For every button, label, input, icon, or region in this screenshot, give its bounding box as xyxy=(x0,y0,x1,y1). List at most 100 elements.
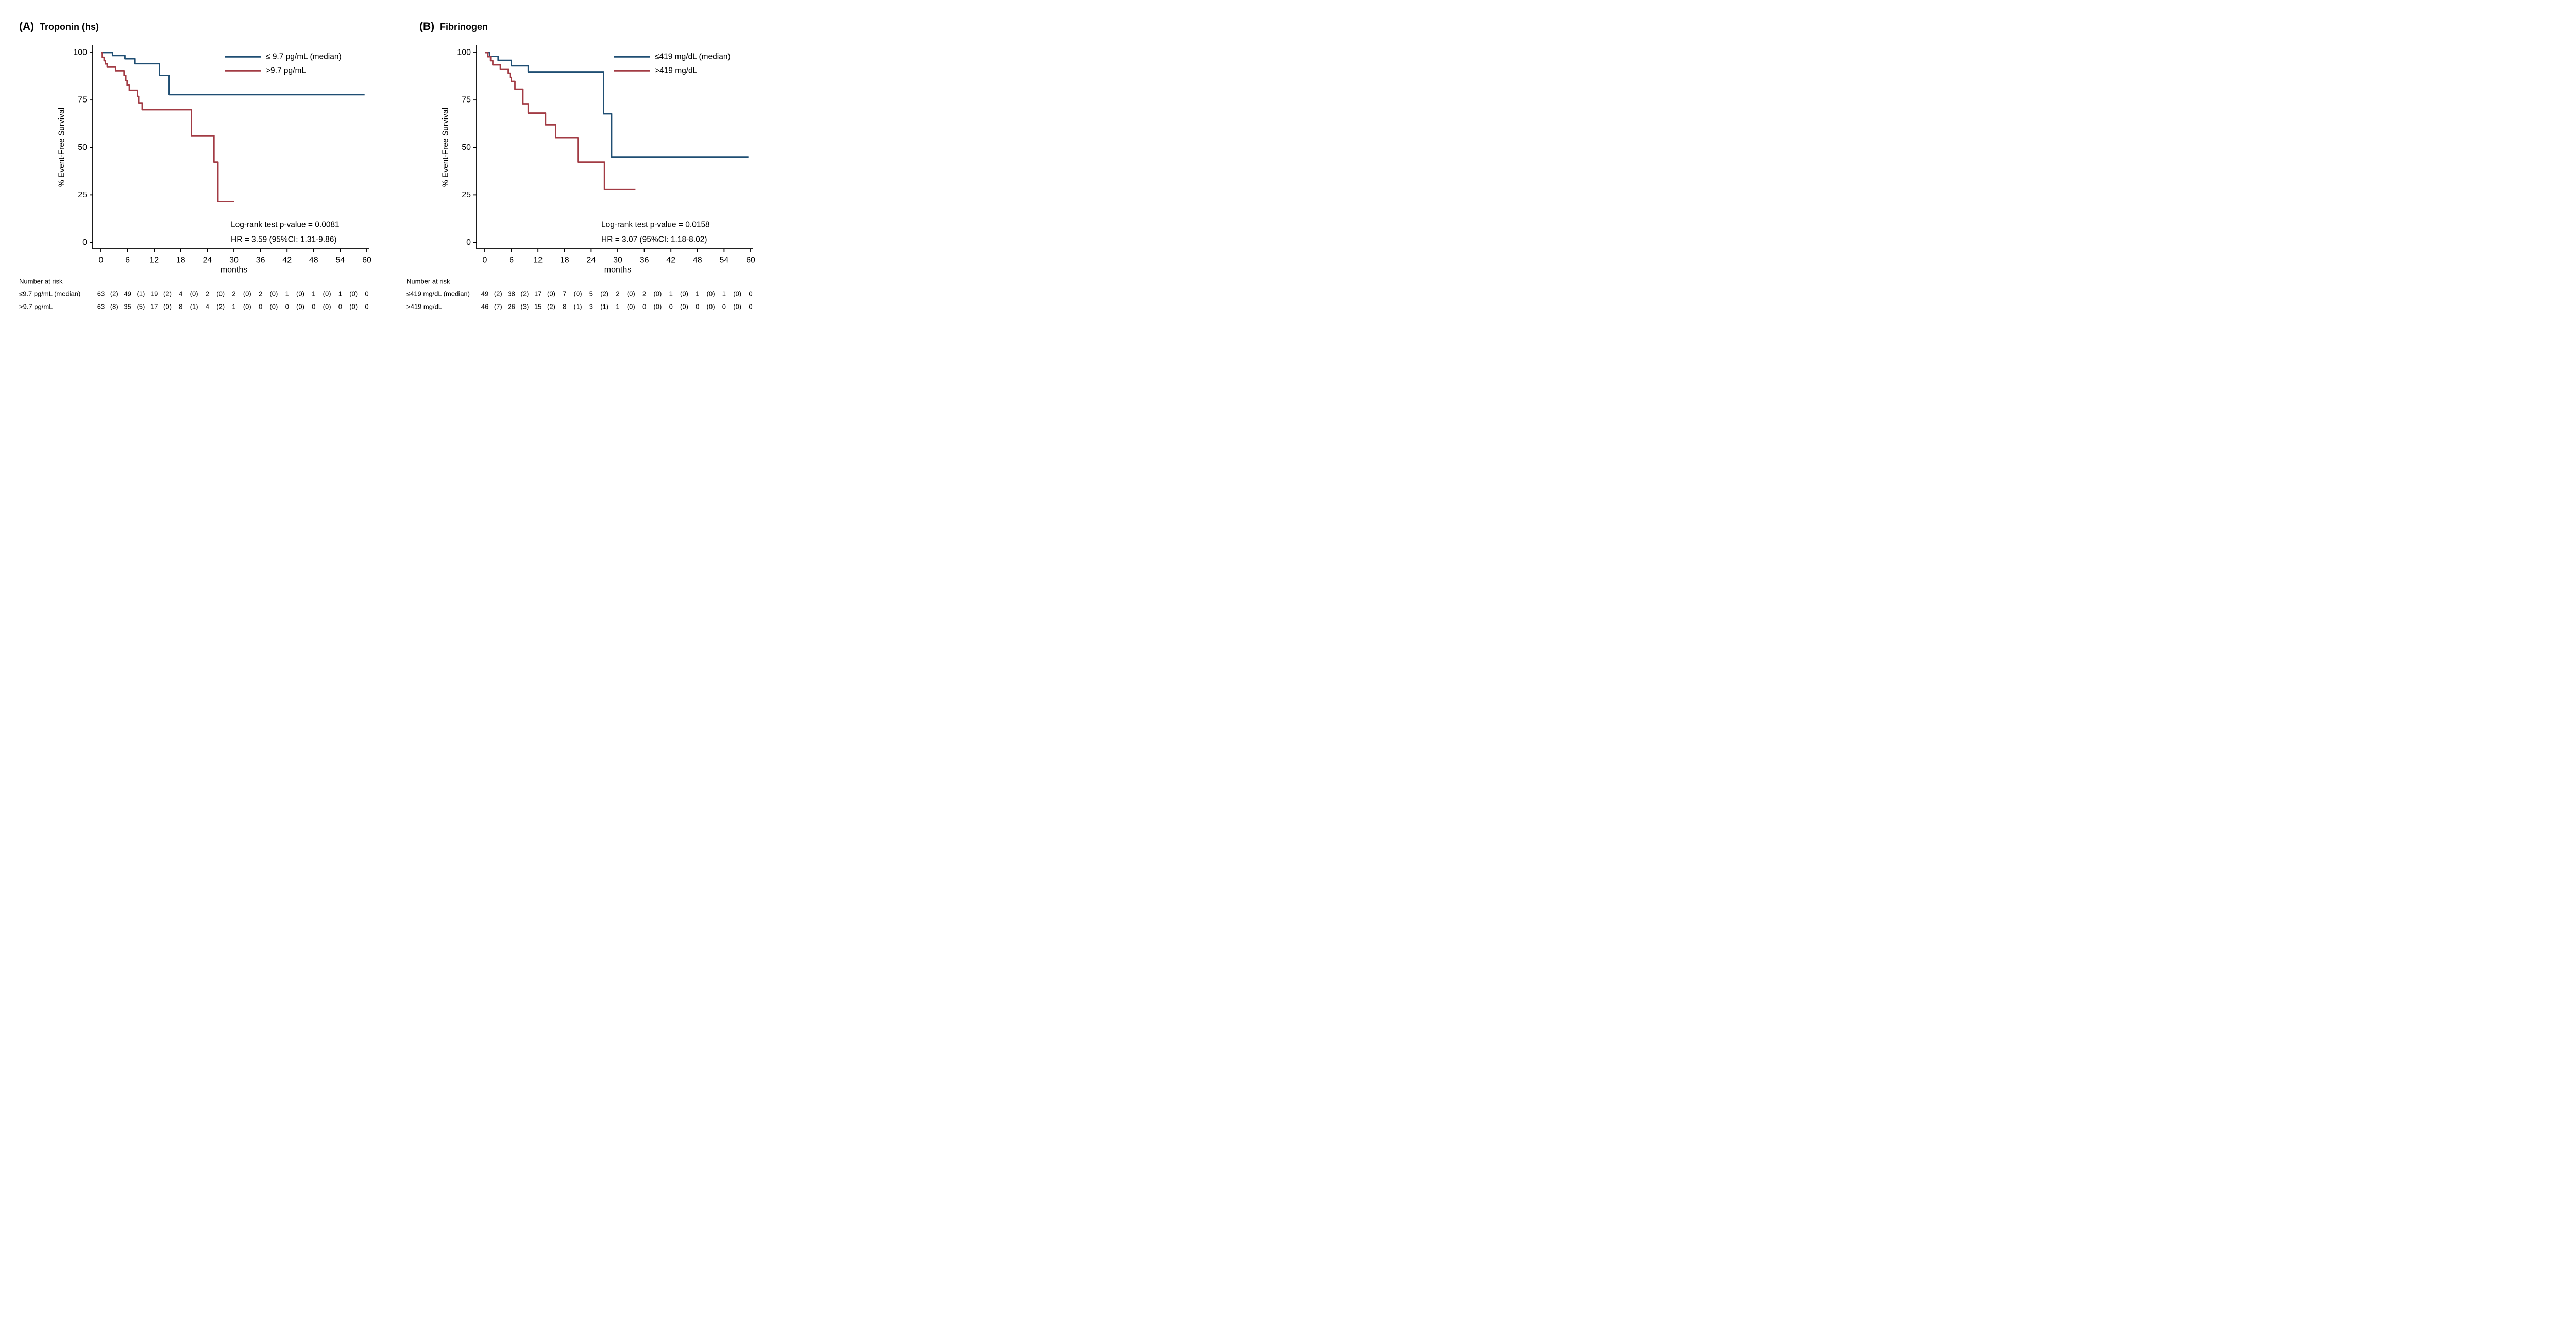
annotation-line1-b: Log-rank test p-value = 0.0158 xyxy=(601,220,710,229)
risk-events-a-0-3: (0) xyxy=(190,290,198,298)
risk-events-b-0-1: (2) xyxy=(520,290,529,298)
risk-events-a-1-9: (0) xyxy=(349,303,358,311)
risk-events-a-1-3: (1) xyxy=(190,303,198,311)
legend-label-red-b: >419 mg/dL xyxy=(655,66,698,75)
risk-count-b-0-2: 17 xyxy=(534,290,541,298)
y-tick-label-a: 25 xyxy=(78,191,87,199)
risk-count-b-0-6: 2 xyxy=(642,290,646,298)
y-tick-label-a: 75 xyxy=(78,96,87,105)
x-tick-label-b: 42 xyxy=(666,256,675,265)
km-curve-red-a xyxy=(101,52,234,203)
risk-events-b-1-3: (1) xyxy=(574,303,582,311)
risk-count-a-0-6: 2 xyxy=(259,290,262,298)
risk-events-a-1-5: (0) xyxy=(243,303,251,311)
x-tick-label-b: 60 xyxy=(746,256,755,265)
y-tick-label-a: 50 xyxy=(78,143,87,152)
risk-events-b-0-6: (0) xyxy=(653,290,662,298)
risk-count-b-0-5: 2 xyxy=(616,290,619,298)
risk-count-a-1-0: 63 xyxy=(97,303,105,311)
legend-label-red-a: >9.7 pg/mL xyxy=(266,66,306,75)
risk-table-title-b: Number at risk xyxy=(406,278,450,285)
risk-count-a-1-7: 0 xyxy=(285,303,289,311)
risk-count-b-1-3: 8 xyxy=(563,303,566,311)
risk-events-a-0-7: (0) xyxy=(296,290,304,298)
annotation-line1-a: Log-rank test p-value = 0.0081 xyxy=(231,220,340,229)
x-tick-label-b: 0 xyxy=(483,256,487,265)
y-axis-title-b: % Event-Free Survival xyxy=(442,108,450,187)
risk-count-b-1-2: 15 xyxy=(534,303,541,311)
risk-events-b-1-7: (0) xyxy=(680,303,688,311)
legend-label-blue-b: ≤419 mg/dL (median) xyxy=(655,53,731,61)
x-tick-label-a: 12 xyxy=(149,256,159,265)
x-tick-label-a: 18 xyxy=(176,256,185,265)
risk-events-b-1-8: (0) xyxy=(707,303,715,311)
risk-events-a-0-5: (0) xyxy=(243,290,251,298)
risk-events-a-1-0: (8) xyxy=(110,303,118,311)
x-tick-label-a: 24 xyxy=(203,256,212,265)
km-curve-blue-a xyxy=(101,52,365,96)
risk-count-b-1-4: 3 xyxy=(589,303,593,311)
risk-events-b-1-9: (0) xyxy=(733,303,741,311)
risk-events-b-0-2: (0) xyxy=(547,290,555,298)
x-tick-label-a: 6 xyxy=(125,256,130,265)
risk-table-title-a: Number at risk xyxy=(19,278,63,285)
risk-count-a-0-3: 4 xyxy=(179,290,182,298)
risk-events-a-1-7: (0) xyxy=(296,303,304,311)
risk-events-a-1-8: (0) xyxy=(323,303,331,311)
risk-events-a-0-8: (0) xyxy=(323,290,331,298)
risk-events-b-1-1: (3) xyxy=(520,303,529,311)
x-tick-label-a: 30 xyxy=(229,256,239,265)
risk-count-a-0-8: 1 xyxy=(312,290,315,298)
risk-count-a-0-2: 19 xyxy=(150,290,158,298)
risk-count-b-1-0: 46 xyxy=(481,303,488,311)
km-survival-figure: (A) Troponin (hs) 0 25 50 75 100 0 6 12 18 24 30 36 42… xyxy=(0,0,773,331)
x-tick-label-b: 24 xyxy=(587,256,596,265)
x-tick-label-b: 48 xyxy=(693,256,702,265)
risk-count-a-0-5: 2 xyxy=(232,290,235,298)
y-axis-title-a: % Event-Free Survival xyxy=(58,108,66,187)
y-tick-label-b: 100 xyxy=(457,48,471,57)
y-tick-label-b: 25 xyxy=(462,191,471,199)
risk-events-a-1-6: (0) xyxy=(269,303,278,311)
x-tick-label-a: 42 xyxy=(282,256,292,265)
risk-count-b-1-5: 1 xyxy=(616,303,619,311)
risk-events-b-1-6: (0) xyxy=(653,303,662,311)
y-tick-label-b: 75 xyxy=(462,96,471,105)
risk-events-a-1-1: (5) xyxy=(137,303,145,311)
risk-events-b-0-7: (0) xyxy=(680,290,688,298)
risk-count-a-1-10: 0 xyxy=(365,303,368,311)
x-tick-label-b: 54 xyxy=(720,256,729,265)
risk-events-a-1-2: (0) xyxy=(163,303,172,311)
panel-label-a: (A) xyxy=(19,21,34,32)
risk-events-a-0-1: (1) xyxy=(137,290,145,298)
risk-count-a-1-1: 35 xyxy=(124,303,131,311)
x-tick-label-b: 30 xyxy=(613,256,622,265)
y-tick-label-b: 0 xyxy=(466,238,471,247)
risk-count-b-0-1: 38 xyxy=(507,290,515,298)
risk-events-a-0-6: (0) xyxy=(269,290,278,298)
x-tick-label-b: 36 xyxy=(640,256,649,265)
risk-events-b-0-9: (0) xyxy=(733,290,741,298)
risk-events-b-1-4: (1) xyxy=(600,303,608,311)
panel-label-b: (B) xyxy=(419,21,434,32)
x-axis-title-a: months xyxy=(221,266,247,275)
risk-count-b-1-9: 0 xyxy=(722,303,726,311)
risk-events-b-0-3: (0) xyxy=(574,290,582,298)
risk-count-b-1-8: 0 xyxy=(696,303,699,311)
risk-count-a-1-4: 4 xyxy=(206,303,209,311)
risk-count-a-1-3: 8 xyxy=(179,303,182,311)
km-curve-blue-b xyxy=(485,52,749,158)
risk-count-b-0-9: 1 xyxy=(722,290,726,298)
risk-count-a-1-8: 0 xyxy=(312,303,315,311)
risk-events-b-0-0: (2) xyxy=(494,290,502,298)
x-tick-label-a: 48 xyxy=(309,256,318,265)
x-tick-label-a: 0 xyxy=(99,256,104,265)
risk-events-a-0-0: (2) xyxy=(110,290,118,298)
risk-events-b-0-5: (0) xyxy=(627,290,635,298)
panel-title-a: Troponin (hs) xyxy=(40,22,99,32)
risk-count-a-0-4: 2 xyxy=(206,290,209,298)
risk-count-b-0-0: 49 xyxy=(481,290,488,298)
risk-count-b-1-7: 0 xyxy=(669,303,673,311)
risk-count-a-0-0: 63 xyxy=(97,290,105,298)
